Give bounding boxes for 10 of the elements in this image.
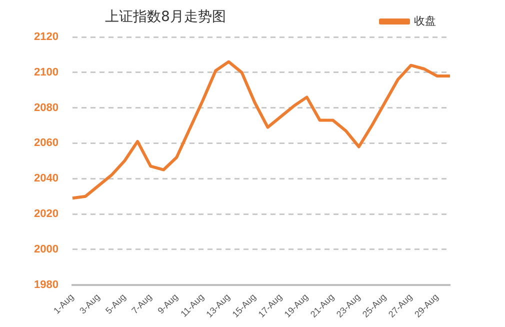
y-tick-label: 2020 [34, 208, 58, 220]
y-tick-label: 2060 [34, 137, 58, 150]
chart-title: 上证指数8月走势图 [105, 8, 226, 26]
y-tick-label: 2100 [34, 66, 58, 78]
legend-label: 收盘 [414, 14, 436, 28]
y-tick-label: 2040 [34, 172, 58, 185]
y-tick-label: 1980 [34, 278, 58, 291]
y-tick-label: 2080 [34, 102, 58, 114]
y-tick-label: 2000 [34, 243, 58, 256]
y-tick-label: 2120 [34, 31, 58, 44]
